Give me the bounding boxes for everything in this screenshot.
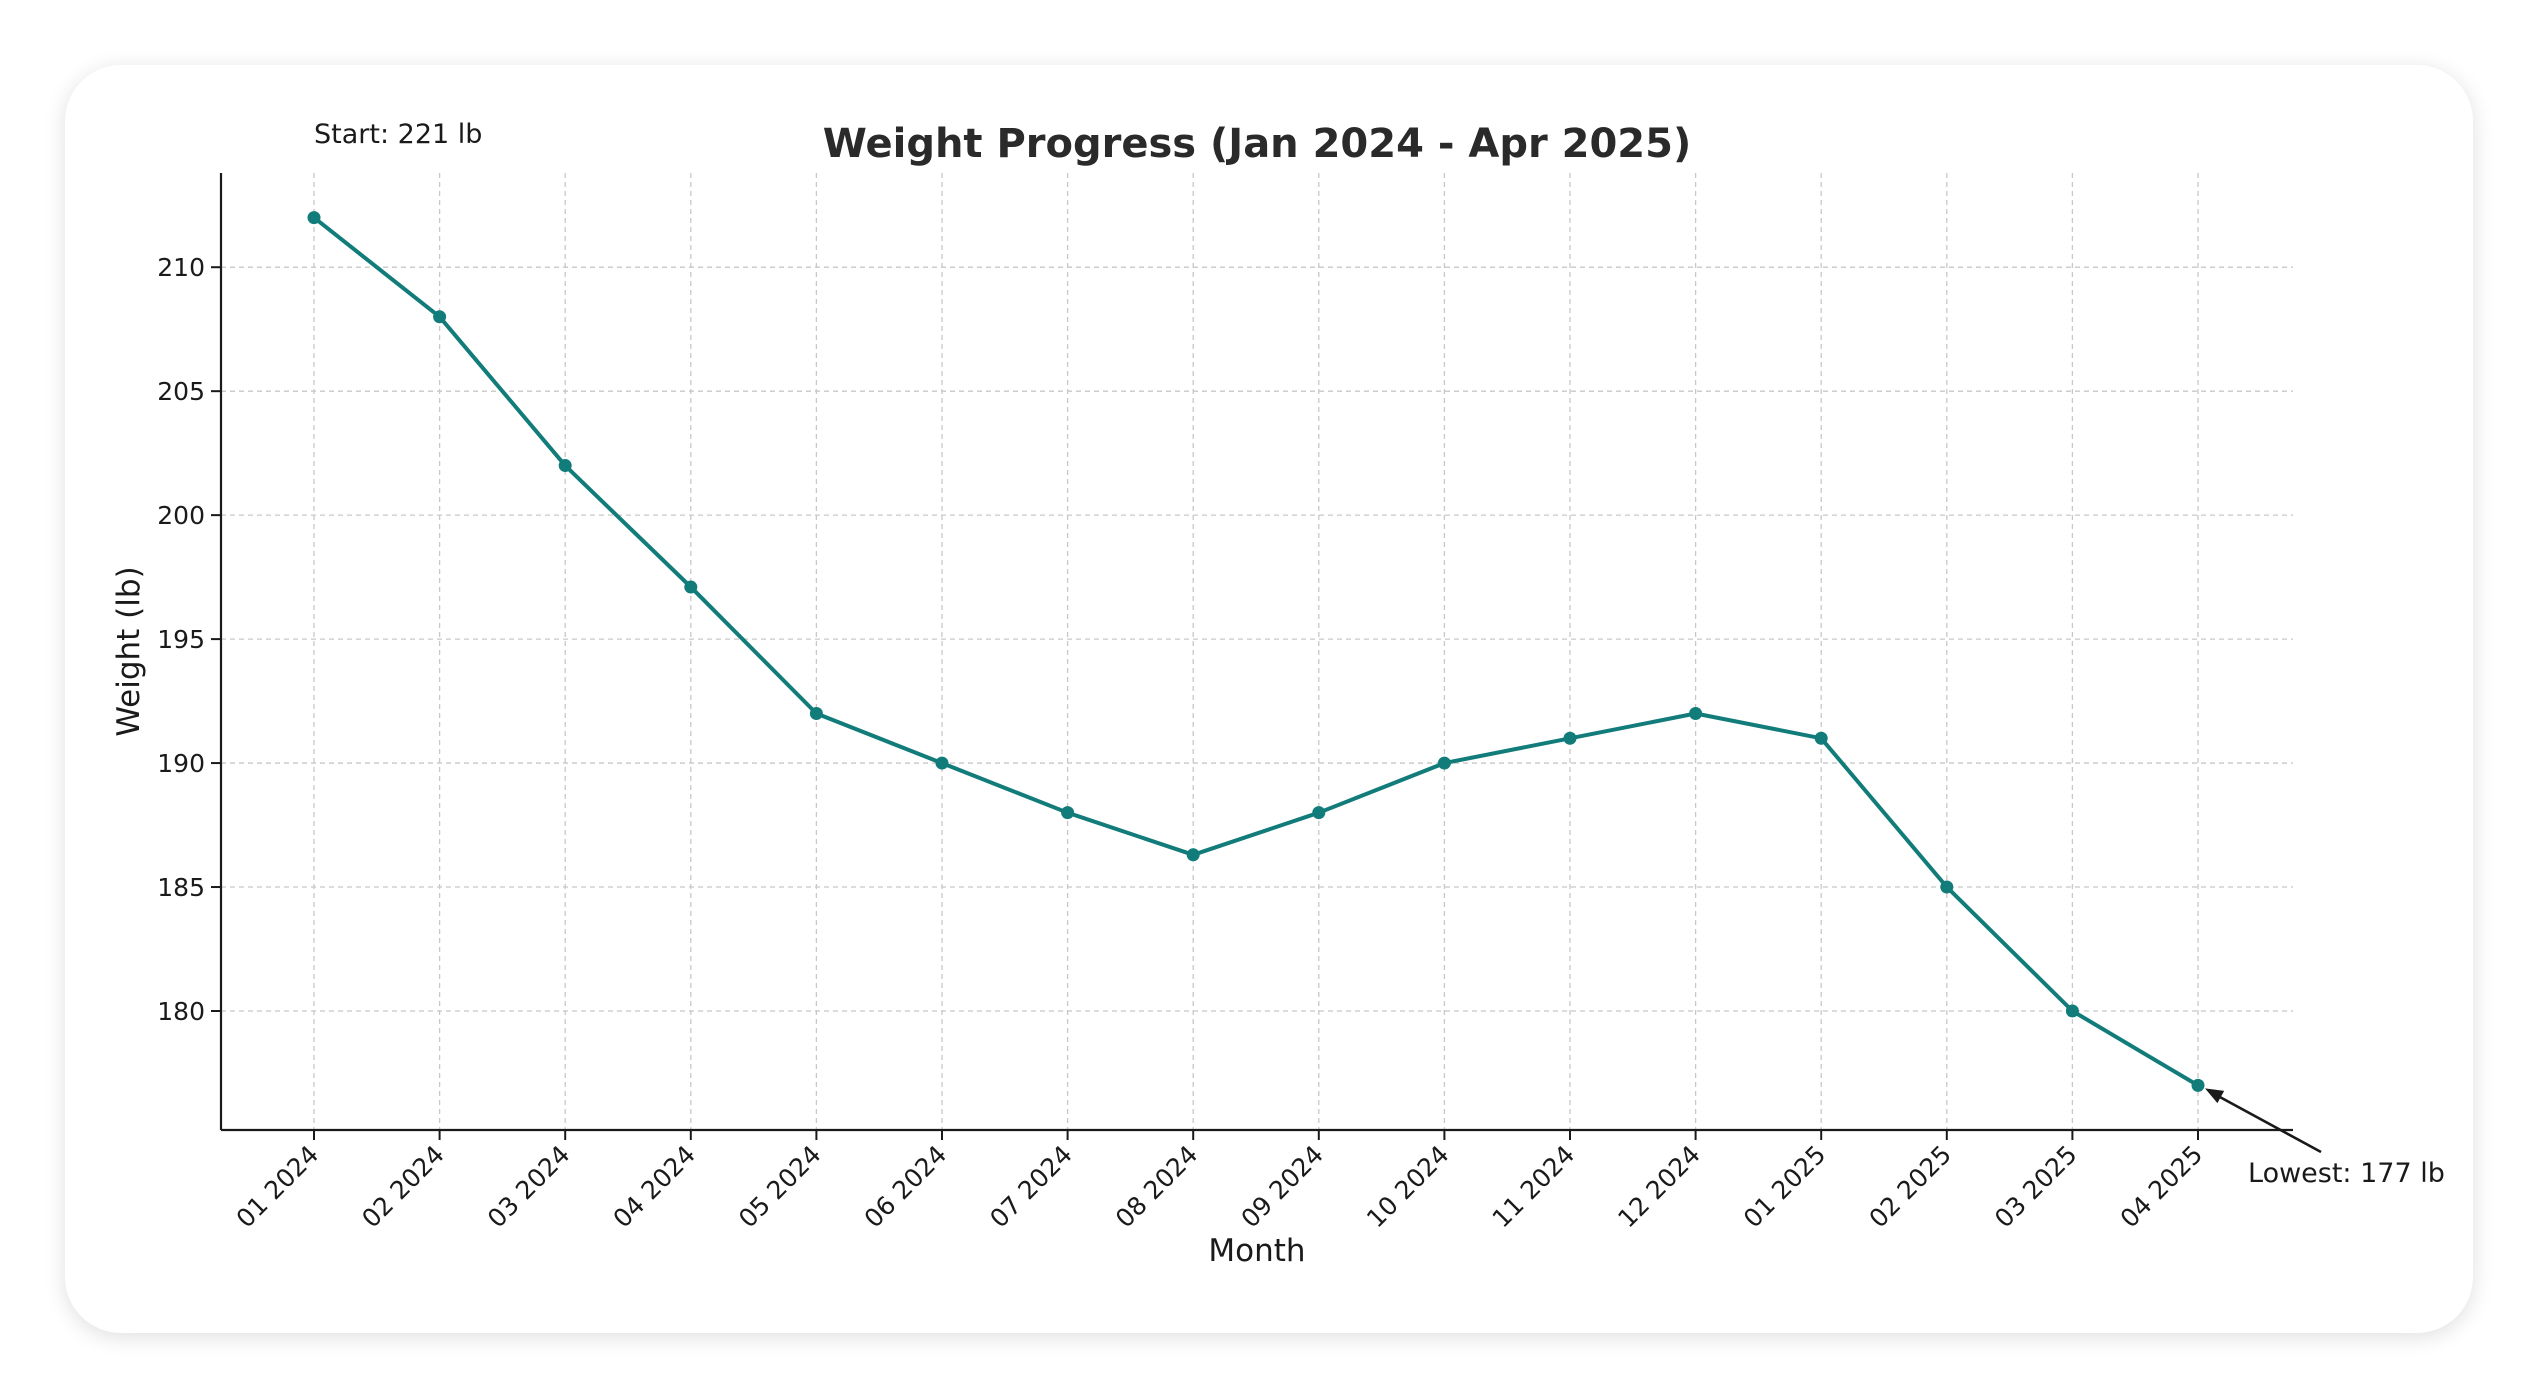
data-point: [1186, 848, 1200, 862]
data-point: [684, 580, 698, 594]
series-line: [312, 216, 2200, 1088]
data-point: [1940, 880, 1954, 894]
ticks: 180 185 190 195 200 205 210 01 2024 02 2024 03 20…: [157, 253, 2208, 1233]
x-tick-label: 11 2024: [1487, 1140, 1581, 1234]
x-tick-label: 03 2025: [1989, 1140, 2083, 1234]
data-point: [935, 756, 949, 770]
chart-title: Weight Progress (Jan 2024 - Apr 2025): [823, 121, 1691, 167]
x-tick-label: 02 2025: [1863, 1140, 1957, 1234]
lowest-arrow-head: [2205, 1088, 2225, 1104]
data-point: [1563, 731, 1577, 745]
data-point: [2065, 1004, 2079, 1018]
annotations: Start: 221 lb Lowest: 177 lb: [314, 119, 2445, 1189]
x-tick-label: 08 2024: [1110, 1140, 1204, 1234]
x-tick-label: 02 2024: [356, 1140, 450, 1234]
y-tick-label: 210: [157, 253, 205, 282]
data-point: [1689, 706, 1703, 720]
start-annotation: Start: 221 lb: [314, 119, 482, 150]
data-point: [1437, 756, 1451, 770]
lowest-annotation: Lowest: 177 lb: [2248, 1158, 2445, 1189]
data-point: [1312, 806, 1326, 820]
chart: 180 185 190 195 200 205 210 01 2024 02 2024 03 20…: [111, 119, 2445, 1269]
data-point: [2191, 1078, 2205, 1092]
y-tick-label: 195: [157, 625, 205, 654]
x-tick-label: 01 2024: [231, 1140, 325, 1234]
y-tick-label: 205: [157, 377, 205, 406]
data-point: [558, 459, 572, 473]
x-tick-label: 09 2024: [1235, 1140, 1329, 1234]
x-axis-title: Month: [1208, 1233, 1305, 1269]
x-tick-label: 04 2024: [607, 1140, 701, 1234]
x-tick-label: 10 2024: [1361, 1140, 1455, 1234]
x-tick-label: 07 2024: [984, 1140, 1078, 1234]
x-tick-label: 12 2024: [1612, 1140, 1706, 1234]
y-tick-label: 180: [157, 997, 205, 1026]
y-axis-title: Weight (lb): [111, 566, 147, 736]
data-point: [307, 211, 321, 225]
x-tick-label: 05 2024: [733, 1140, 827, 1234]
grid: [221, 173, 2293, 1130]
y-tick-label: 190: [157, 749, 205, 778]
y-tick-label: 185: [157, 873, 205, 902]
data-point: [1061, 806, 1075, 820]
x-tick-label: 04 2025: [2115, 1140, 2209, 1234]
data-point: [809, 706, 823, 720]
x-tick-label: 06 2024: [859, 1140, 953, 1234]
x-tick-label: 01 2025: [1738, 1140, 1832, 1234]
data-point: [433, 310, 447, 324]
lowest-arrow-line: [2214, 1093, 2322, 1154]
chart-card: 180 185 190 195 200 205 210 01 2024 02 2024 03 20…: [65, 65, 2473, 1333]
x-tick-label: 03 2024: [482, 1140, 576, 1234]
y-tick-label: 200: [157, 501, 205, 530]
axes: [219, 173, 2293, 1132]
data-point: [1814, 731, 1828, 745]
series: [307, 211, 2205, 1092]
